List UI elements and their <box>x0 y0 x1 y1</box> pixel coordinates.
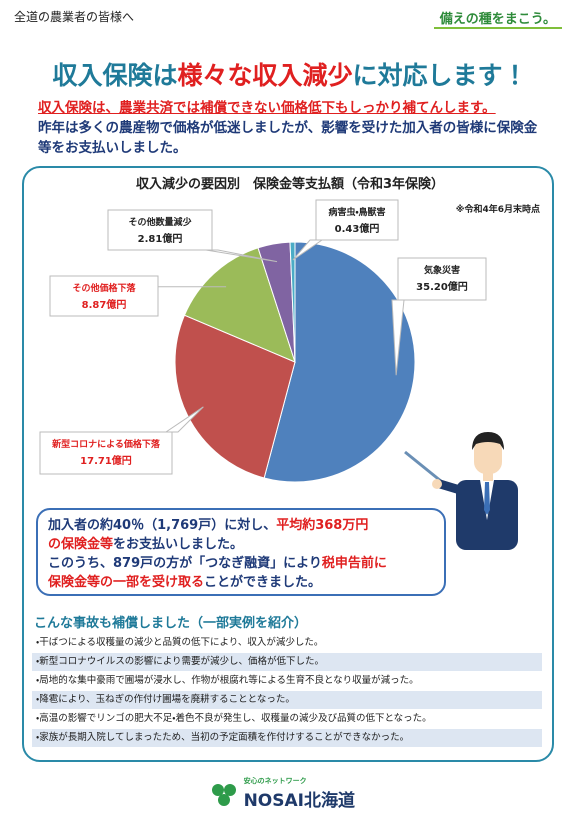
chart-note: ※令和4年6月末時点 <box>456 203 540 215</box>
pie-slice <box>263 241 416 483</box>
lead-highlight: 収入保険は、農業共済では補償できない価格低下もしっかり補てんします。 <box>38 100 496 116</box>
label-box <box>107 209 213 251</box>
example-item: ・家族が長期入院してしまったため、当初の予定面積を作付けすることができなかった。 <box>32 729 542 747</box>
slice-label: 新型コロナによる価格下落 <box>51 438 161 450</box>
title-part: に対応します！ <box>352 61 528 90</box>
label-box <box>49 275 159 317</box>
slice-value: 35.20億円 <box>416 280 468 293</box>
callout-text: ことができました。 <box>204 575 322 590</box>
callout-text: 税申告前に <box>321 556 387 571</box>
footer: 安心のネットワーク NOSAI北海道 <box>210 776 355 811</box>
label-box <box>315 199 399 241</box>
logo-icon <box>212 783 236 806</box>
lead: 収入保険は、農業共済では補償できない価格低下もしっかり補てんします。昨年は多くの… <box>38 98 548 158</box>
label-box <box>397 257 487 301</box>
title: 収入保険は様々な収入減少に対応します！ <box>0 56 580 92</box>
chart: 収入減少の要因別 保険金等支払額（令和3年保険） ※令和4年6月末時点 気象災害… <box>39 176 540 550</box>
pie-slice <box>289 241 296 363</box>
logo-text: NOSAI北海道 <box>243 791 355 811</box>
slice-value: 2.81億円 <box>138 232 183 245</box>
example-item: ・局地的な集中豪雨で圃場が浸水し、作物が根腐れ等による生育不良となり収量が減った… <box>36 675 419 686</box>
callout-text: の保険金等 <box>48 537 114 552</box>
example-item: ・高温の影響でリンゴの肥大不足・着色不良が発生し、収穫量の減少及び品質の低下とな… <box>36 713 432 724</box>
person-illustration <box>404 432 518 550</box>
examples-heading: こんな事故も補償しました（一部実例を紹介） <box>34 616 308 631</box>
slice-label: その他価格下落 <box>72 282 136 294</box>
slice-value: 0.43億円 <box>335 222 380 235</box>
examples-list: ・干ばつによる収穫量の減少と品質の低下により、収入が減少した。・新型コロナウイル… <box>32 634 542 748</box>
slice-value: 8.87億円 <box>82 298 127 311</box>
slice-value: 17.71億円 <box>80 454 132 467</box>
example-item: ・新型コロナウイルスの影響により需要が減少し、価格が低下した。 <box>32 653 542 671</box>
title-part: 様々な <box>177 61 253 90</box>
title-part: 収入保険は <box>52 61 178 90</box>
slogan: 備えの種をまこう。 <box>433 8 562 29</box>
callout: 加入者の約40％（1,769戸）に対し、平均約368万円 の保険金等をお支払いし… <box>36 508 446 596</box>
slice-label: 病害虫・鳥獣害 <box>328 206 385 218</box>
callout-text: 加入者の約40％（1,769戸）に対し、 <box>48 518 277 533</box>
title-part: 収入減少 <box>252 61 353 90</box>
lead-body: 昨年は多くの農産物で価格が低迷しましたが、影響を受けた加入者の皆様に保険金等をお… <box>38 120 538 156</box>
label-box <box>39 431 173 475</box>
example-item: ・降雹により、玉ねぎの作付け圃場を廃耕することとなった。 <box>32 691 542 709</box>
greeting: 全道の農業者の皆様へ <box>14 10 135 24</box>
pie-slice <box>183 247 296 363</box>
chart-title: 収入減少の要因別 保険金等支払額（令和3年保険） <box>136 176 444 192</box>
frame <box>22 166 554 762</box>
callout-text: このうち、879戸の方が「つなぎ融資」により <box>48 556 322 571</box>
example-item: ・干ばつによる収穫量の減少と品質の低下により、収入が減少した。 <box>36 637 324 648</box>
slice-label: その他数量減少 <box>128 216 191 228</box>
pie-slice <box>174 314 296 479</box>
slice-label: 気象災害 <box>424 264 460 276</box>
callout-text: 保険金等の一部を受け取る <box>48 575 205 590</box>
callout-text: 平均約368万円 <box>276 518 369 533</box>
callout-text: をお支払いしました。 <box>113 537 244 552</box>
tagline: 安心のネットワーク <box>243 777 307 785</box>
